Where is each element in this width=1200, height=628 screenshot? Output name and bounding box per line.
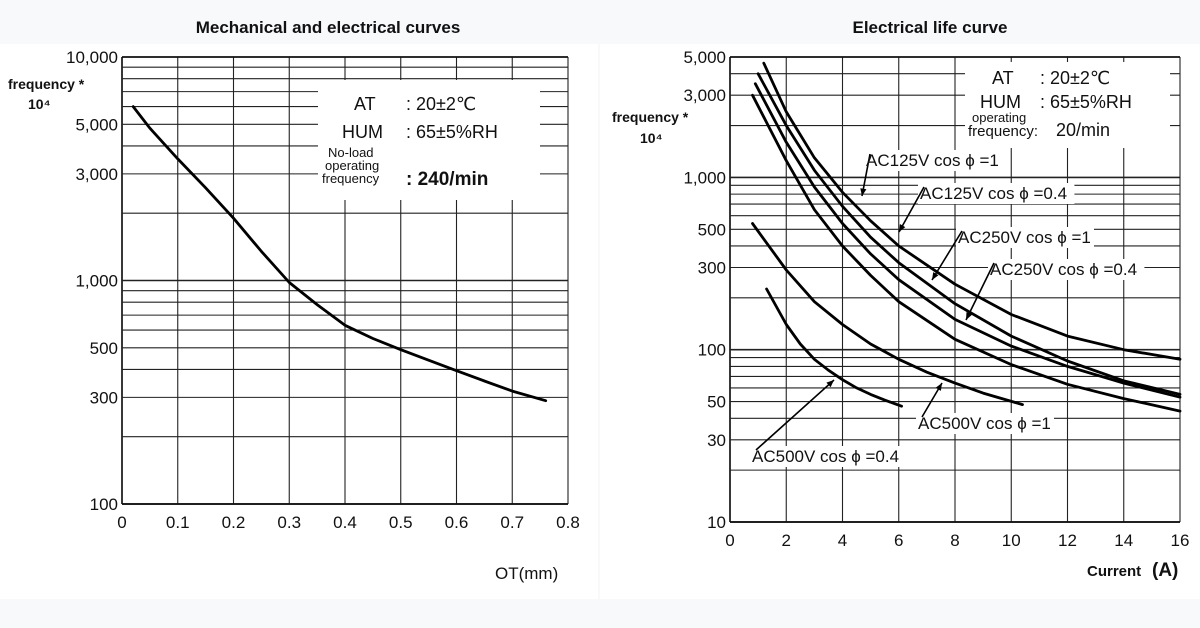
x-tick-label: 0.6 (445, 513, 469, 532)
left-y-axis-label: frequency * (8, 76, 85, 92)
series-leader-arrow (966, 312, 972, 320)
series-leader-arrow (899, 224, 906, 232)
left-x-ticks: 0 0.1 0.2 0.3 0.4 0.5 0.6 0.7 0.8 (117, 513, 580, 532)
series-leader-line (755, 379, 835, 451)
x-tick-label: 16 (1171, 531, 1190, 550)
series-label-bg (750, 446, 907, 467)
series-label-5: AC500V cos ϕ =0.4 (752, 447, 899, 466)
y-tick-label: 300 (90, 388, 118, 407)
left-y-ticks: 10,000 5,000 3,000 1,000 500 300 100 (66, 48, 118, 514)
left-freq-key-2: operating (325, 158, 379, 173)
right-at-key: AT (992, 68, 1014, 88)
right-freq-key-1: operating (972, 110, 1026, 125)
right-chart-title: Electrical life curve (853, 18, 1008, 37)
x-tick-label: 0.3 (277, 513, 301, 532)
series-label-bg (956, 227, 1094, 248)
left-hum-key: HUM (342, 122, 383, 142)
y-tick-label: 5,000 (75, 115, 118, 134)
y-tick-label: 3,000 (683, 86, 726, 105)
series-line-2 (753, 82, 1182, 399)
right-freq-key-2: frequency: (968, 123, 1038, 140)
y-tick-label: 1,000 (75, 272, 118, 291)
right-x-axis-unit: (A) (1152, 560, 1178, 581)
y-tick-label: 10,000 (66, 48, 118, 67)
left-freq-key-3: frequency (322, 171, 380, 186)
right-series (751, 61, 1182, 413)
x-tick-label: 14 (1114, 531, 1133, 550)
series-label-3: AC250V cos ϕ =0.4 (990, 260, 1137, 279)
y-tick-label: 300 (698, 259, 726, 278)
y-tick-label: 100 (698, 341, 726, 360)
series-label-0: AC125V cos ϕ =1 (866, 151, 999, 170)
series-label-bg (918, 183, 1075, 204)
series-leader-arrow (826, 380, 834, 388)
series-label-1: AC125V cos ϕ =0.4 (920, 184, 1067, 203)
mechanical-electrical-chart: Mechanical and electrical curves frequen… (0, 18, 598, 599)
series-leader-line (898, 186, 925, 233)
x-tick-label: 2 (782, 531, 791, 550)
series-label-bg (916, 413, 1054, 434)
left-chart-title: Mechanical and electrical curves (196, 18, 461, 37)
series-leader-line (965, 262, 995, 321)
right-conditions-box: AT : 20±2℃ HUM : 65±5%RH operating frequ… (965, 62, 1170, 148)
series-line-1 (756, 72, 1182, 396)
series-leader-line (931, 230, 963, 281)
y-tick-label: 3,000 (75, 165, 118, 184)
series-label-bg (988, 259, 1145, 280)
x-tick-label: 0 (725, 531, 734, 550)
series-leader-arrow (932, 272, 939, 280)
series-line-5 (765, 287, 903, 408)
x-tick-label: 0.7 (500, 513, 524, 532)
series-label-2: AC250V cos ϕ =1 (958, 228, 1091, 247)
y-tick-label: 500 (698, 220, 726, 239)
y-tick-label: 30 (707, 431, 726, 450)
y-tick-label: 500 (90, 339, 118, 358)
left-freq-key-1: No-load (328, 145, 374, 160)
x-tick-label: 0.2 (222, 513, 246, 532)
right-series-labels: AC125V cos ϕ =1 AC125V cos ϕ =0.4 AC250V c… (750, 150, 1145, 467)
x-tick-label: 0.1 (166, 513, 190, 532)
series-line-3 (751, 93, 1182, 413)
left-hum-value: : 65±5%RH (406, 122, 498, 142)
x-tick-label: 0 (117, 513, 126, 532)
right-hum-key: HUM (980, 92, 1021, 112)
y-tick-label: 50 (707, 393, 726, 412)
left-series (131, 105, 548, 403)
right-freq-value: 20/min (1056, 120, 1110, 140)
left-y-axis-unit: 10⁴ (28, 96, 51, 112)
x-tick-label: 8 (950, 531, 959, 550)
right-y-ticks: 5,000 3,000 1,000 500 300 100 50 30 10 (683, 48, 726, 532)
right-at-value: : 20±2℃ (1040, 68, 1110, 88)
left-at-value: : 20±2℃ (406, 94, 476, 114)
series-line-4 (751, 222, 1024, 406)
y-tick-label: 5,000 (683, 48, 726, 67)
x-tick-label: 0.4 (333, 513, 357, 532)
right-y-axis-label: frequency * (612, 109, 689, 125)
left-freq-value: : 240/min (406, 169, 488, 190)
series-leader-arrow (860, 188, 867, 196)
series-label-4: AC500V cos ϕ =1 (918, 414, 1051, 433)
series-line-0 (762, 61, 1182, 361)
series-label-bg (864, 150, 1002, 171)
left-at-key: AT (354, 94, 376, 114)
right-x-axis-label: Current (1087, 563, 1141, 580)
right-x-ticks: 0 2 4 6 8 10 12 14 16 (725, 531, 1189, 550)
y-tick-label: 100 (90, 495, 118, 514)
x-tick-label: 10 (1002, 531, 1021, 550)
right-y-axis-unit: 10⁴ (640, 130, 663, 146)
right-hum-value: : 65±5%RH (1040, 92, 1132, 112)
y-tick-label: 10 (707, 513, 726, 532)
left-x-axis-label: OT(mm) (495, 564, 558, 583)
x-tick-label: 0.5 (389, 513, 413, 532)
series-line-0 (131, 105, 548, 403)
x-tick-label: 4 (838, 531, 847, 550)
electrical-life-chart: Electrical life curve frequency * 10⁴ 5,… (600, 18, 1200, 599)
left-conditions-box: AT : 20±2℃ HUM : 65±5%RH No-load operati… (318, 80, 540, 200)
x-tick-label: 0.8 (556, 513, 580, 532)
x-tick-label: 6 (894, 531, 903, 550)
y-tick-label: 1,000 (683, 168, 726, 187)
x-tick-label: 12 (1058, 531, 1077, 550)
series-leader-arrow (935, 383, 942, 391)
